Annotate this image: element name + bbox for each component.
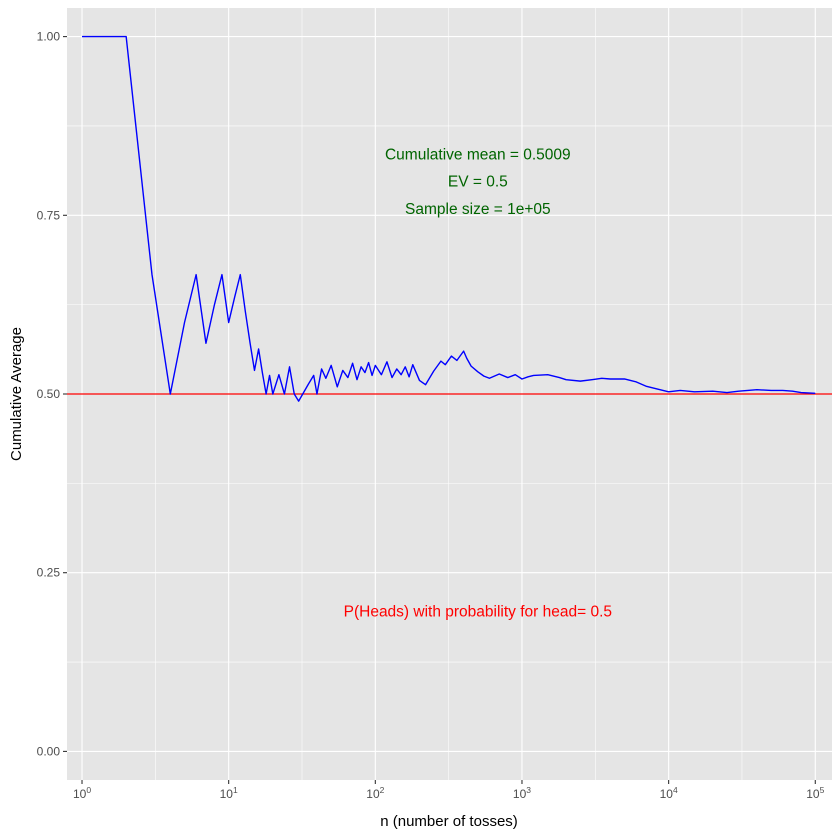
series-layer bbox=[82, 35, 816, 402]
x-tick-label: 105 bbox=[806, 785, 824, 801]
x-tick-label: 104 bbox=[660, 785, 678, 801]
y-tick-label: 0.25 bbox=[37, 566, 61, 580]
x-tick-label: 103 bbox=[513, 785, 531, 801]
y-tick-label: 0.75 bbox=[37, 208, 61, 222]
y-axis-title: Cumulative Average bbox=[8, 327, 25, 461]
annotation-text: Sample size = 1e+05 bbox=[405, 201, 551, 218]
y-tick-label: 1.00 bbox=[37, 30, 61, 44]
annotation-text: P(Heads) with probability for head= 0.5 bbox=[344, 603, 612, 620]
x-tick-label: 100 bbox=[73, 785, 91, 801]
annotation-text: Cumulative mean = 0.5009 bbox=[385, 147, 571, 164]
annotation-layer: Cumulative mean = 0.5009 EV = 0.5 Sample s… bbox=[344, 147, 612, 621]
x-axis-title: n (number of tosses) bbox=[380, 813, 518, 830]
y-axis: 0.00 0.25 0.50 0.75 1.00 bbox=[37, 30, 67, 758]
series-line bbox=[82, 35, 816, 402]
y-tick-label: 0.00 bbox=[37, 744, 61, 758]
annotation-text: EV = 0.5 bbox=[448, 174, 508, 191]
x-tick-label: 101 bbox=[220, 785, 238, 801]
x-axis: 100 101 102 103 104 105 bbox=[73, 780, 825, 801]
x-tick-label: 102 bbox=[366, 785, 384, 801]
y-tick-label: 0.50 bbox=[37, 387, 61, 401]
